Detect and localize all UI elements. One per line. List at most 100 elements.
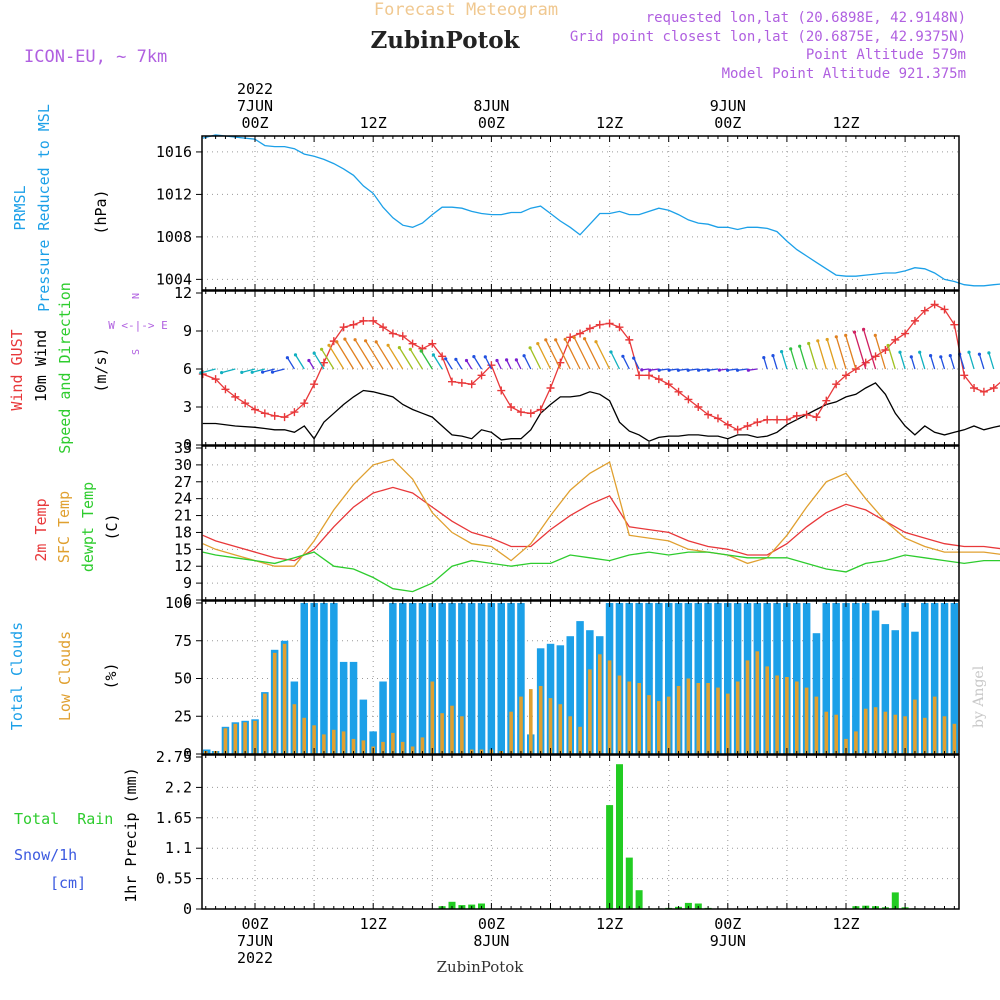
wind-direction-arrow [473,356,483,370]
cloud-label-low: Low Clouds [56,631,74,721]
low-cloud-bar [420,737,425,754]
wind-gust-marker [270,411,279,420]
wind-direction-arrowhead [621,354,625,358]
total-cloud-bar [812,633,821,754]
wind-direction-arrow [241,368,256,374]
wind-direction-arrow [737,368,748,371]
wind-direction-arrow [622,356,630,370]
wind-direction-arrow [529,347,542,370]
total-cloud-bar [930,603,939,754]
wind-unit: (m/s) [92,347,110,392]
wind-direction-arrowhead [834,335,838,339]
wind-direction-arrowhead [320,347,324,351]
wind-direction-arrowhead [825,337,829,342]
wind-direction-arrow [826,339,837,370]
total-cloud-bar [950,603,958,754]
compass-row: W <-|-> E [108,319,168,332]
location-title: ZubinPotok [371,27,521,54]
low-cloud-bar [617,675,622,754]
wind-direction-arrowhead [240,370,244,374]
total-cloud-bar [891,630,899,754]
wind-direction-arrow [874,335,887,370]
wind-gust-marker [260,409,269,418]
wind-gust-marker [664,380,673,389]
watermark: by Angel [971,665,987,728]
wind-gust-marker [832,380,841,389]
wind-label-10m: 10m Wind [32,330,50,402]
total-cloud-bar [921,603,929,754]
total-cloud-bar [507,603,515,754]
total-cloud-bar [339,661,348,754]
low-cloud-bar [863,708,868,754]
wind-gust-marker [842,371,850,380]
rain-bar [635,890,643,909]
low-cloud-bar [253,720,257,754]
pressure-unit: (hPa) [92,189,110,234]
wind-ytick-label: 3 [183,398,192,416]
total-cloud-bar [940,603,949,754]
wind-gust-marker [290,408,299,417]
precip-ytick-label: 1.1 [165,839,192,857]
low-cloud-bar [834,714,838,754]
wind-direction-arrowhead [572,335,576,340]
low-cloud-bar [243,722,247,754]
wind-gust-marker [930,300,939,309]
wind-direction-arrow [595,341,611,370]
wind-direction-arrowhead [967,350,971,354]
wind-direction-arrowhead [852,330,857,334]
total-cloud-bar [330,603,338,754]
wind-direction-arrowhead [307,358,311,363]
wind-gust-marker [497,386,506,395]
wind-direction-arrow [252,368,266,373]
wind-direction-arrowhead [220,371,224,375]
wind-direction-arrowhead [909,355,913,359]
low-cloud-bar [381,741,385,754]
low-cloud-bar [548,698,553,754]
wind-direction-arrowhead [327,343,331,347]
wind-direction-arrow [294,354,305,370]
wind-direction-arrow [455,359,463,370]
rain-bar [625,857,633,909]
wind-direction-arrow [398,347,414,370]
wind-direction-arrow [272,368,285,373]
temp-label-sfc: SFC Temp [55,491,73,563]
wind-direction-arrow [780,351,788,370]
wind-gust-marker [359,316,368,325]
wind-gust-marker [792,411,801,420]
time-label-top: 12Z [832,114,859,132]
low-cloud-bar [509,711,513,754]
wind-direction-arrowhead [312,351,316,355]
wind-gust-marker [457,378,466,387]
wind-gust-marker [812,413,821,422]
total-cloud-bar [566,636,574,754]
wind-direction-arrowhead [528,346,532,350]
wind-direction-arrowhead [735,368,740,372]
wind-direction-arrow [523,355,532,370]
low-cloud-bar [233,723,238,754]
low-cloud-bar [676,686,681,754]
temperature-ytick-label: 24 [174,490,192,508]
temp-dewpt-line [202,551,1000,593]
model-name: ICON-EU, ~ 7km [24,47,167,67]
wind-direction-arrowhead [918,350,922,354]
low-cloud-bar [637,683,641,754]
total-cloud-bar [359,699,368,754]
wind-direction-arrowhead [762,356,766,360]
time-label-top: 00Z [241,114,268,132]
low-cloud-bar [391,732,395,754]
cloud-label-total: Total Clouds [8,622,26,730]
wind-gust-marker [910,316,919,325]
wind-gust-marker [979,387,988,396]
wind-direction-arrowhead [862,327,866,331]
low-cloud-bar [903,716,907,755]
total-cloud-bar [379,681,387,754]
time-label-top: 12Z [360,114,387,132]
temperature-ytick-label: 6 [183,591,192,609]
time-label-top: 12Z [596,114,623,132]
total-cloud-bar [625,603,633,754]
wind-direction-arrow [835,336,847,370]
low-cloud-bar [578,726,582,754]
wind-direction-arrowhead [270,370,275,374]
wind-direction-arrowhead [697,368,701,372]
wind-direction-arrowhead [408,347,412,351]
